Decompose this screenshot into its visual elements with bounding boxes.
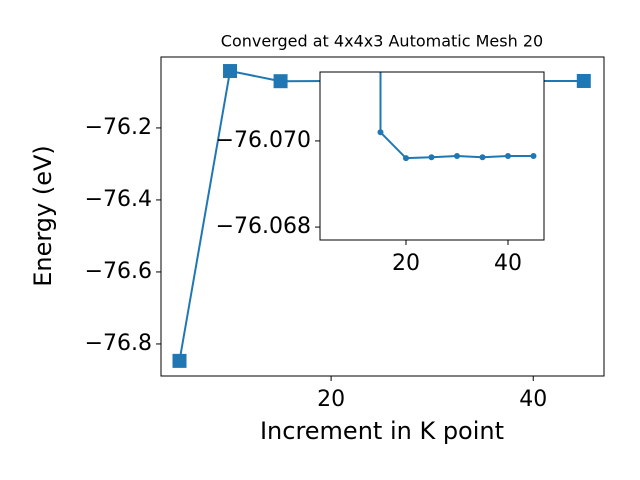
marker <box>402 155 409 162</box>
marker <box>428 154 435 161</box>
marker <box>504 153 511 159</box>
x-tick-label: 40 <box>494 251 522 276</box>
x-tick-label: 20 <box>392 251 420 276</box>
y-tick-label: −76.2 <box>85 115 152 140</box>
marker <box>530 153 537 159</box>
marker <box>223 64 238 79</box>
y-tick-label: −76.8 <box>85 331 152 356</box>
axes-frame <box>319 71 545 241</box>
x-axis-label: Increment in K point <box>260 417 504 445</box>
y-tick-label: −76.070 <box>216 128 311 153</box>
marker <box>479 154 486 161</box>
marker <box>377 129 384 136</box>
plot <box>377 72 537 162</box>
y-tick-label: −76.068 <box>216 214 311 239</box>
y-axis-label: Energy (eV) <box>29 145 57 287</box>
marker <box>453 153 460 159</box>
y-tick-label: −76.4 <box>85 187 152 212</box>
marker <box>172 353 187 368</box>
inset-axes: 20 40 −76.070 −76.068 <box>216 71 545 276</box>
marker <box>576 73 591 88</box>
y-tick-label: −76.6 <box>85 259 152 284</box>
chart-title: Converged at 4x4x3 Automatic Mesh 20 <box>221 32 543 51</box>
x-tick-label: 20 <box>317 387 345 412</box>
marker <box>273 74 288 89</box>
x-tick-label: 40 <box>519 387 547 412</box>
axes-frame <box>160 56 605 377</box>
